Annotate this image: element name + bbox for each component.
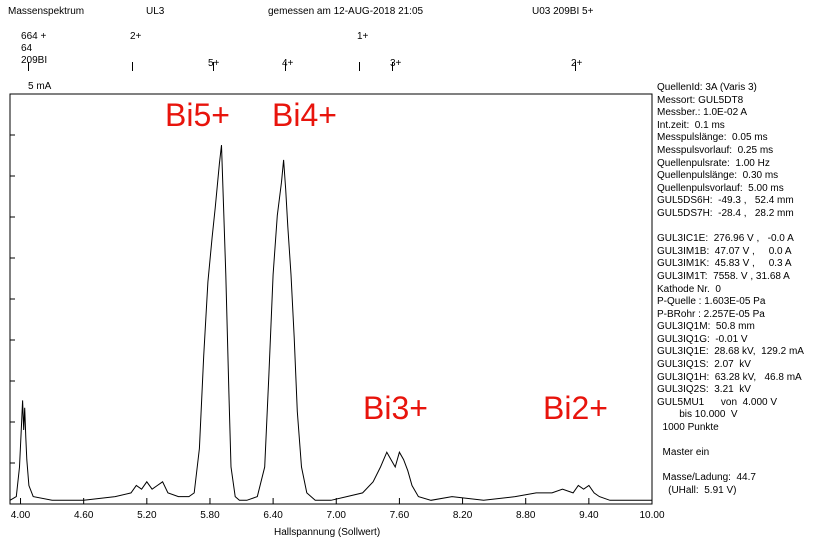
- x-axis-label: Hallspannung (Sollwert): [274, 527, 381, 538]
- marker-64-prefix: 6: [21, 31, 27, 42]
- x-tick-label: 5.80: [200, 510, 220, 521]
- info-line: GUL5DS7H: -28.4 , 28.2 mm: [657, 207, 794, 219]
- x-tick-label: 5.20: [137, 510, 157, 521]
- info-line: Messpulslänge: 0.05 ms: [657, 132, 768, 144]
- info-line: GUL5DS6H: -49.3 , 52.4 mm: [657, 195, 794, 207]
- x-tick-label: 8.80: [516, 510, 536, 521]
- info-line: (UHall: 5.91 V): [657, 485, 737, 496]
- info-line: GUL3IM1B: 47.07 V , 0.0 A: [657, 245, 792, 257]
- marker-3plus: 3+: [390, 58, 402, 69]
- marker-tick: [285, 62, 286, 71]
- info-line: GUL3IQ1S: 2.07 kV: [657, 359, 751, 371]
- peak-label-bi3: Bi3+: [363, 390, 428, 426]
- info-line: [657, 435, 804, 448]
- x-tick-label: 4.60: [74, 510, 94, 521]
- chart-title: Massenspektrum: [8, 6, 85, 17]
- marker-tick: [213, 62, 214, 71]
- info-line: Quellenpulsrate: 1.00 Hz: [657, 157, 770, 169]
- info-line: GUL3IM1T: 7558. V , 31.68 A: [657, 270, 790, 282]
- marker-209bi: 209BI: [21, 55, 48, 66]
- peak-label-bi4: Bi4+: [272, 97, 337, 133]
- info-line: Messpulsvorlauf: 0.25 ms: [657, 144, 774, 156]
- measurement-info-panel: QuellenId: 3A (Varis 3) Messort: GUL5DT8 M…: [657, 82, 804, 498]
- info-line: Kathode Nr. 0: [657, 283, 721, 295]
- info-line: bis 10.000 V: [657, 409, 738, 421]
- marker-4plus: 4+: [282, 58, 294, 69]
- info-line: GUL3IQ2S: 3.21 kV: [657, 384, 751, 396]
- x-tick-label: 7.60: [390, 510, 410, 521]
- info-line: Masse/Ladung: 44.7: [657, 472, 756, 484]
- info-line: QuellenId: 3A (Varis 3): [657, 82, 757, 93]
- y-scale-label: 5 mA: [28, 81, 52, 92]
- marker-64: 664 +: [21, 31, 46, 42]
- info-line: GUL3IC1E: 276.96 V , -0.0 A: [657, 233, 794, 245]
- info-line: GUL3IM1K: 45.83 V , 0.3 A: [657, 258, 792, 270]
- peak-label-bi2: Bi2+: [543, 390, 608, 426]
- marker-2plus-top: 2+: [130, 31, 142, 42]
- marker-tick: [359, 62, 360, 71]
- info-line: GUL3IQ1M: 50.8 mm: [657, 321, 755, 333]
- info-line: GUL3IQ1H: 63.28 kV, 46.8 mA: [657, 371, 802, 383]
- info-line: [657, 221, 804, 234]
- info-line: GUL3IQ1E: 28.68 kV, 129.2 mA: [657, 346, 804, 358]
- marker-tick: [132, 62, 133, 71]
- info-line: GUL5MU1 von 4.000 V: [657, 396, 778, 408]
- peak-label-bi5: Bi5+: [165, 97, 230, 133]
- x-tick-label: 6.40: [263, 510, 283, 521]
- marker-64-suffix: 64 +: [26, 31, 47, 42]
- spectrum-line: [9, 145, 652, 501]
- info-line: [657, 460, 804, 473]
- x-tick-label: 8.20: [453, 510, 473, 521]
- info-line: 1000 Punkte: [657, 422, 719, 434]
- spectrum-tag: U03 209BI 5+: [532, 6, 594, 17]
- file-label: UL3: [146, 6, 165, 17]
- marker-2plus: 2+: [571, 58, 583, 69]
- info-line: Messber.: 1.0E-02 A: [657, 107, 748, 119]
- info-line: Quellenpulsvorlauf: 5.00 ms: [657, 182, 784, 194]
- plot-frame: [9, 93, 653, 505]
- measured-timestamp: gemessen am 12-AUG-2018 21:05: [268, 6, 424, 17]
- marker-tick: [392, 62, 393, 71]
- x-tick-label: 4.00: [11, 510, 31, 521]
- marker-tick: [28, 62, 29, 71]
- x-tick-label: 7.00: [327, 510, 347, 521]
- marker-tick: [575, 62, 576, 71]
- info-line: P-Quelle : 1.603E-05 Pa: [657, 296, 766, 308]
- info-line: Quellenpulslänge: 0.30 ms: [657, 170, 779, 182]
- marker-1plus-top: 1+: [357, 31, 369, 42]
- info-line: Int.zeit: 0.1 ms: [657, 119, 725, 131]
- marker-64-b: 64: [21, 43, 33, 54]
- info-line: P-BRohr : 2.257E-05 Pa: [657, 308, 765, 320]
- x-tick-label: 10.00: [639, 510, 664, 521]
- info-line: Master ein: [657, 447, 710, 459]
- info-line: GUL3IQ1G: -0.01 V: [657, 333, 748, 345]
- info-line: Messort: GUL5DT8: [657, 94, 744, 106]
- x-tick-label: 9.40: [579, 510, 599, 521]
